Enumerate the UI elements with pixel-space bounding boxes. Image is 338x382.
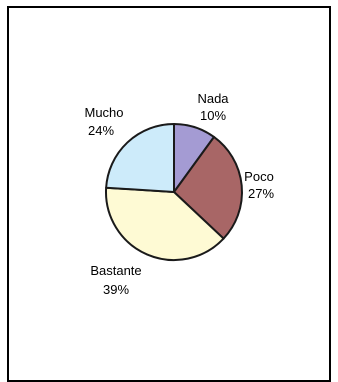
slice-label-mucho: Mucho [84,105,123,120]
slice-label-poco: Poco [244,169,274,184]
pie-chart: Nada 10% Poco 27% Bastante 39% Mucho 24% [84,91,274,297]
pie-labels: Nada 10% Poco 27% Bastante 39% Mucho 24% [84,91,274,297]
pie-slices [105,123,243,261]
slice-value-poco: 27% [248,186,274,201]
slice-label-nada: Nada [197,91,229,106]
pie-slice-poco [173,135,243,240]
slice-value-nada: 10% [200,108,226,123]
pie-slice-bastante [105,186,225,261]
slice-value-mucho: 24% [88,123,114,138]
slice-value-bastante: 39% [103,282,129,297]
slice-label-bastante: Bastante [90,263,141,278]
pie-slice-mucho [105,123,175,193]
